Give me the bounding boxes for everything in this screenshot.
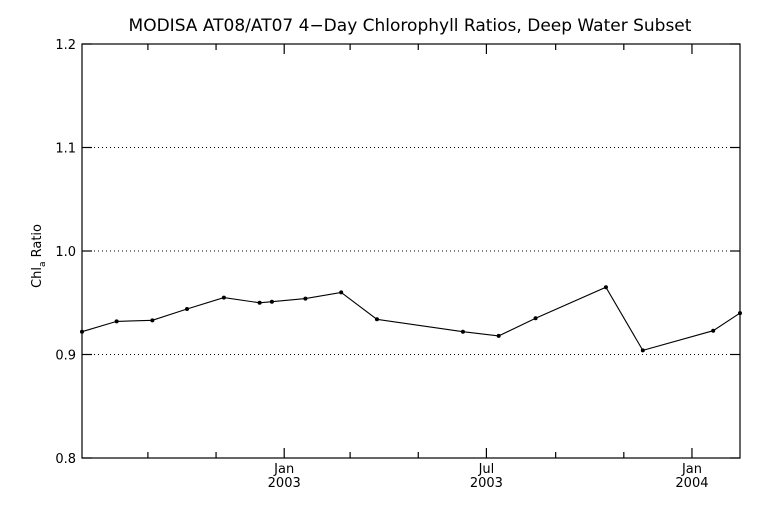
y-axis-label-main: Chl (30, 267, 45, 288)
x-tick-label-year: 2003 (470, 476, 503, 491)
data-point (603, 285, 608, 290)
grid-layer (82, 147, 740, 355)
data-point (339, 290, 344, 295)
y-axis-label: Chla Ratio (30, 224, 48, 288)
data-point (221, 295, 226, 300)
x-tick-label-month: Jul (478, 462, 495, 477)
series-line (81, 286, 741, 352)
x-tick-label-month: Jan (273, 462, 294, 477)
data-point (269, 299, 274, 304)
data-point (257, 300, 262, 305)
data-point (185, 306, 190, 311)
y-tick-label: 1.0 (55, 245, 76, 260)
y-tick-label: 0.9 (55, 349, 76, 364)
data-point (640, 348, 645, 353)
y-tick-label: 1.2 (55, 38, 76, 53)
data-point (374, 317, 379, 322)
y-tick-label: 1.1 (55, 142, 76, 157)
data-point (303, 296, 308, 301)
data-point (460, 329, 465, 334)
data-point (711, 328, 716, 333)
data-point (150, 318, 155, 323)
x-tick-label-year: 2003 (268, 476, 301, 491)
plot-frame (81, 43, 741, 459)
x-tick-label-year: 2004 (675, 476, 708, 491)
data-point (533, 316, 538, 321)
chart-title: MODISA AT08/AT07 4−Day Chlorophyll Ratio… (129, 16, 692, 36)
x-tick-label-month: Jan (681, 462, 702, 477)
data-point (496, 333, 501, 338)
y-tick-label: 0.8 (55, 452, 76, 467)
data-point (114, 319, 119, 324)
series-layer (80, 285, 742, 353)
y-axis-label-subscript: a (38, 262, 48, 268)
y-axis-label-rest: Ratio (30, 224, 45, 262)
